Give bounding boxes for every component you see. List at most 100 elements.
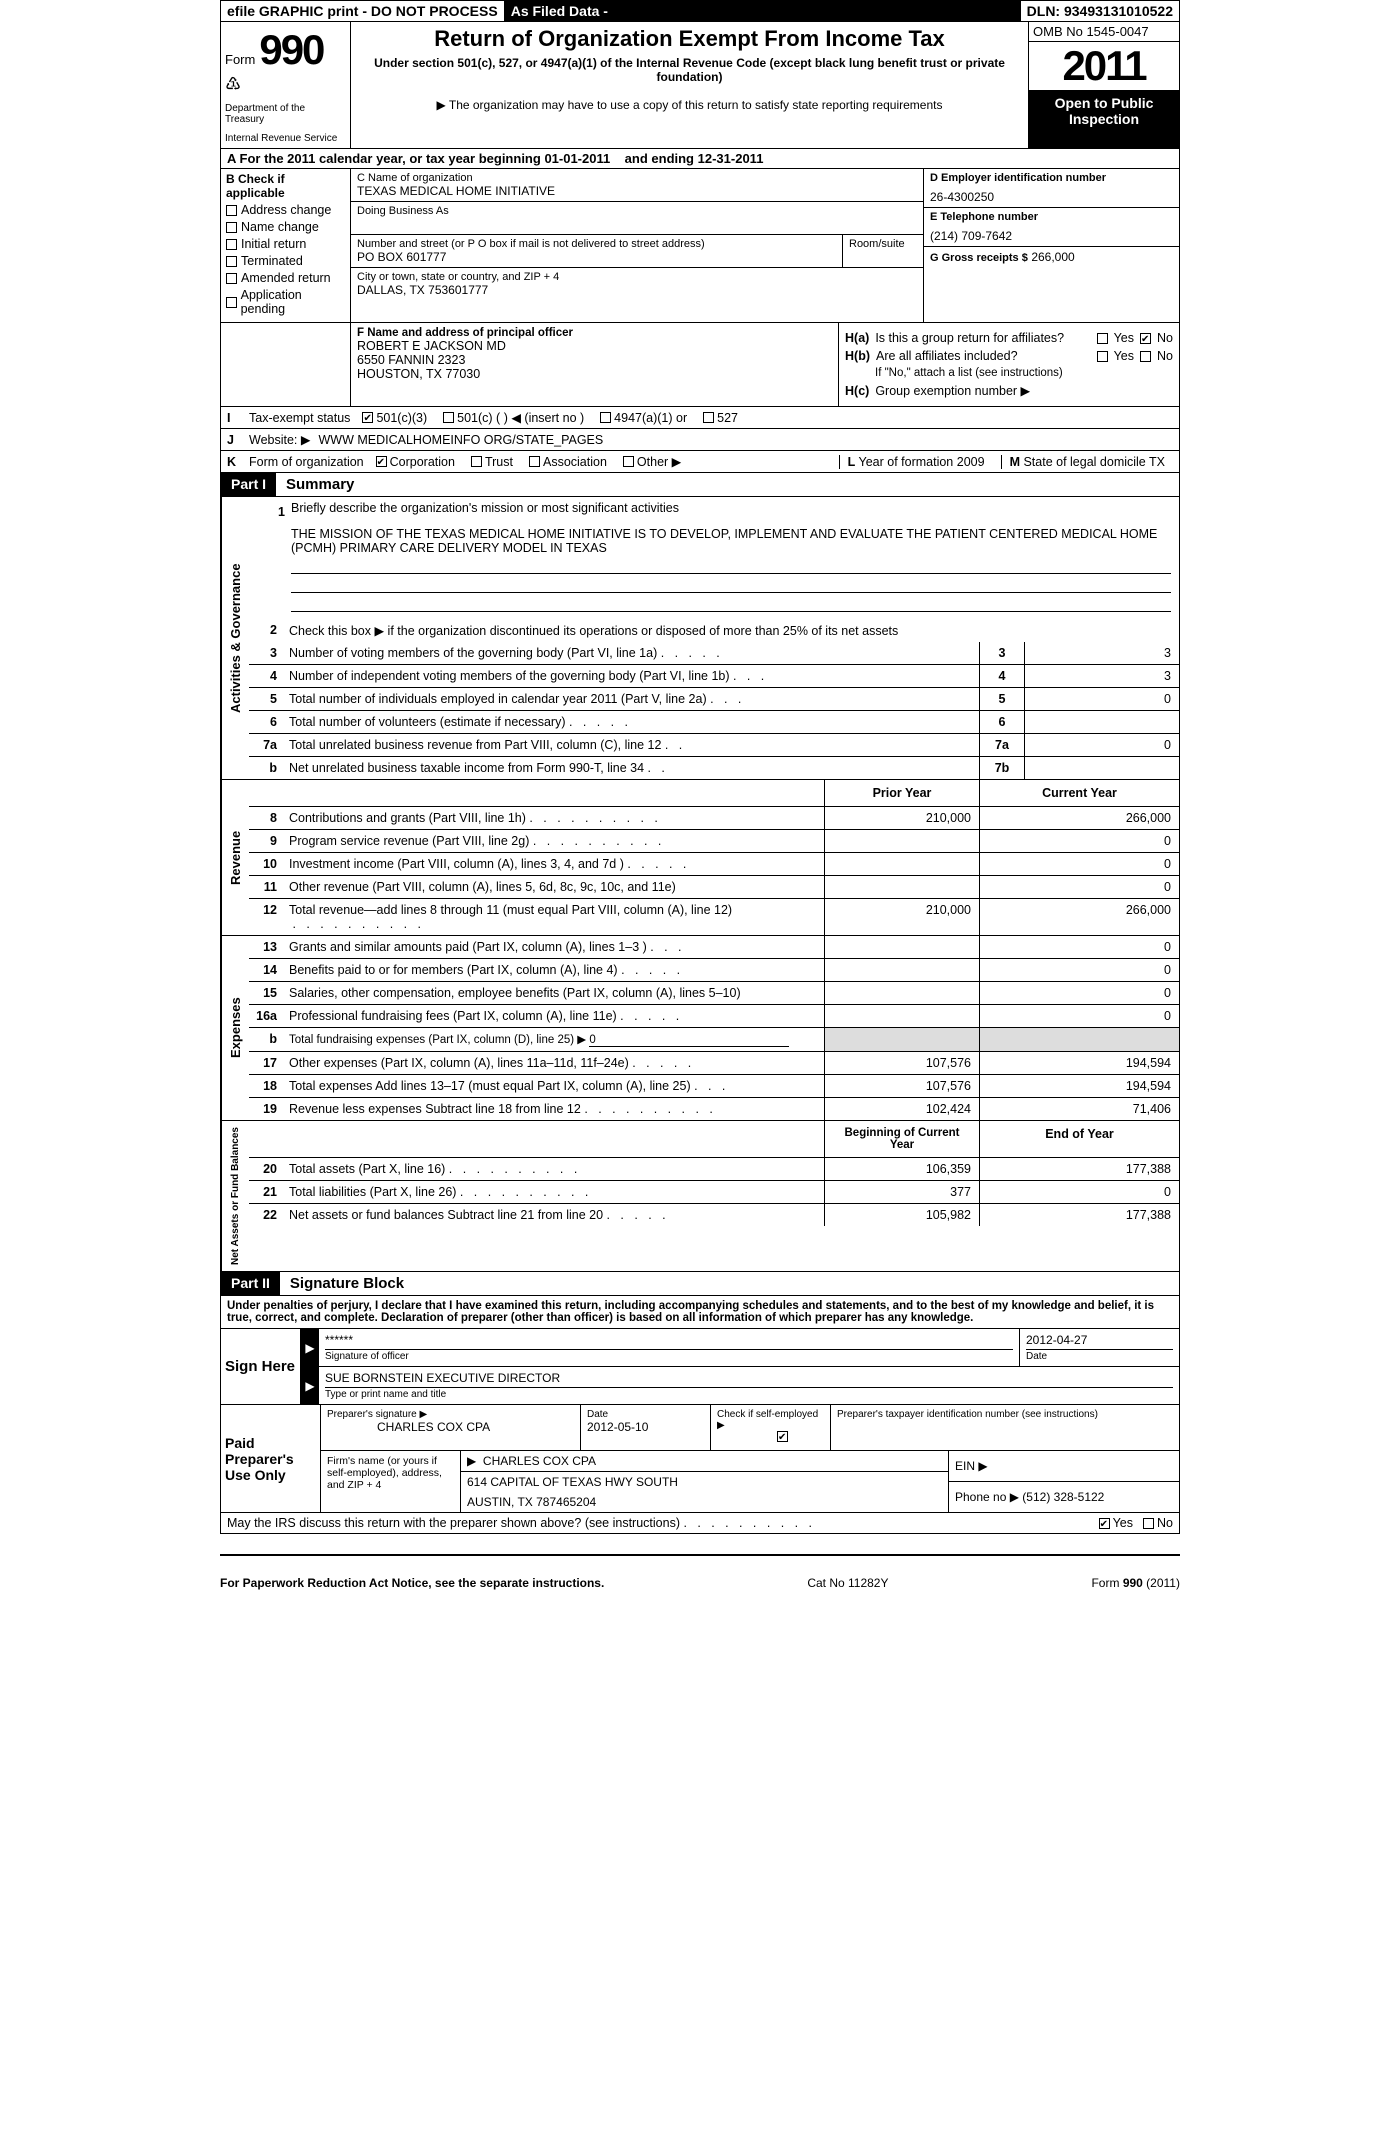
val-10-curr: 0 [979, 853, 1179, 875]
chk-name-change[interactable] [226, 222, 237, 233]
val-17-curr: 194,594 [979, 1052, 1179, 1074]
year-formation: 2009 [957, 455, 985, 469]
col-f: F Name and address of principal officer … [351, 323, 839, 406]
col-h: H(a) Is this a group return for affiliat… [839, 323, 1179, 406]
officer-name: ROBERT E JACKSON MD [357, 339, 832, 353]
col-current-year: Current Year [979, 780, 1179, 806]
form-header: Form 990 ♳ Department of the Treasury In… [220, 22, 1180, 149]
val-8-prior: 210,000 [824, 807, 979, 829]
chk-pending[interactable] [226, 297, 237, 308]
chk-initial-return[interactable] [226, 239, 237, 250]
form-word: Form [225, 52, 255, 67]
top-bar: efile GRAPHIC print - DO NOT PROCESS As … [220, 0, 1180, 22]
copy-notice: ▶ The organization may have to use a cop… [357, 98, 1022, 112]
chk-ha-no[interactable] [1140, 333, 1151, 344]
val-15-prior [824, 982, 979, 1004]
sig-date-label: Date [1026, 1349, 1173, 1362]
chk-assoc[interactable] [529, 456, 540, 467]
chk-501c[interactable] [443, 412, 454, 423]
col-d: D Employer identification number 26-4300… [924, 169, 1179, 322]
chk-527[interactable] [703, 412, 714, 423]
phone-label: E Telephone number [930, 211, 1173, 223]
firm-phone: (512) 328-5122 [1022, 1490, 1104, 1504]
vlabel-governance: Activities & Governance [221, 497, 249, 779]
footer-left: For Paperwork Reduction Act Notice, see … [220, 1576, 604, 1590]
fh-block: F Name and address of principal officer … [220, 323, 1180, 407]
chk-amended[interactable] [226, 273, 237, 284]
chk-corp[interactable] [376, 456, 387, 467]
signature-intro: Under penalties of perjury, I declare th… [220, 1296, 1180, 1329]
city-value: DALLAS, TX 753601777 [357, 283, 917, 297]
section-revenue: Revenue Prior Year Current Year 8 Contri… [220, 780, 1180, 936]
row-j: J Website: ▶ WWW MEDICALHOMEINFO ORG/STA… [220, 429, 1180, 451]
paid-preparer-label: Paid Preparer's Use Only [221, 1405, 321, 1512]
officer-print-name: SUE BORNSTEIN EXECUTIVE DIRECTOR [325, 1371, 1173, 1385]
discuss-row: May the IRS discuss this return with the… [220, 1513, 1180, 1534]
ein-label: D Employer identification number [930, 172, 1173, 184]
ein-value: 26-4300250 [930, 190, 1173, 204]
firm-name: CHARLES COX CPA [483, 1454, 596, 1468]
prep-date: 2012-05-10 [587, 1420, 704, 1434]
chk-terminated[interactable] [226, 256, 237, 267]
val-13-prior [824, 936, 979, 958]
row-i: I Tax-exempt status 501(c)(3) 501(c) ( )… [220, 407, 1180, 429]
val-11-curr: 0 [979, 876, 1179, 898]
omb-number: OMB No 1545-0047 [1029, 22, 1179, 42]
chk-discuss-yes[interactable] [1099, 1518, 1110, 1529]
addr-label: Number and street (or P O box if mail is… [357, 238, 836, 250]
prep-date-label: Date [587, 1409, 704, 1420]
val-6 [1024, 711, 1179, 733]
org-name: TEXAS MEDICAL HOME INITIATIVE [357, 184, 917, 198]
val-17-prior: 107,576 [824, 1052, 979, 1074]
line-2: Check this box ▶ if the organization dis… [283, 619, 1179, 642]
val-14-prior [824, 959, 979, 981]
prep-name: CHARLES COX CPA [327, 1420, 574, 1434]
val-8-curr: 266,000 [979, 807, 1179, 829]
chk-other[interactable] [623, 456, 634, 467]
section-expenses: Expenses 13 Grants and similar amounts p… [220, 936, 1180, 1121]
ptin-label: Preparer's taxpayer identification numbe… [837, 1409, 1173, 1420]
chk-hb-yes[interactable] [1097, 351, 1108, 362]
state-domicile: TX [1149, 455, 1165, 469]
part1-title: Summary [276, 473, 364, 496]
form-number: 990 [259, 26, 323, 74]
dba-label: Doing Business As [357, 205, 917, 217]
gross-value: 266,000 [1031, 250, 1074, 264]
phone-value: (214) 709-7642 [930, 229, 1173, 243]
as-filed-label: As Filed Data - [505, 1, 1021, 21]
mission-text: THE MISSION OF THE TEXAS MEDICAL HOME IN… [257, 527, 1171, 555]
chk-address-change[interactable] [226, 205, 237, 216]
chk-discuss-no[interactable] [1143, 1518, 1154, 1529]
col-blank [221, 323, 351, 406]
prep-self-label: Check if self-employed ▶ [717, 1409, 824, 1431]
part1-header: Part I Summary [220, 473, 1180, 497]
chk-ha-yes[interactable] [1097, 333, 1108, 344]
footer-mid: Cat No 11282Y [807, 1576, 888, 1590]
chk-self-employed[interactable] [777, 1431, 788, 1442]
val-19-prior: 102,424 [824, 1098, 979, 1120]
part2-title: Signature Block [280, 1272, 414, 1295]
chk-501c3[interactable] [362, 412, 373, 423]
paid-preparer-block: Paid Preparer's Use Only Preparer's sign… [220, 1405, 1180, 1513]
sign-here-block: Sign Here ▶ ****** Signature of officer … [220, 1329, 1180, 1405]
tax-year: 2011 [1029, 42, 1179, 91]
vlabel-expenses: Expenses [221, 936, 249, 1120]
val-19-curr: 71,406 [979, 1098, 1179, 1120]
arrow-icon: ▶ [301, 1329, 319, 1366]
dba-value [357, 217, 917, 231]
vlabel-net: Net Assets or Fund Balances [221, 1121, 249, 1271]
section-governance: Activities & Governance 1 Briefly descri… [220, 497, 1180, 780]
arrow-icon: ▶ [301, 1367, 319, 1404]
prep-sig-label: Preparer's signature ▶ [327, 1409, 574, 1420]
val-20-curr: 177,388 [979, 1158, 1179, 1180]
chk-hb-no[interactable] [1140, 351, 1151, 362]
officer-addr1: 6550 FANNIN 2323 [357, 353, 832, 367]
val-18-prior: 107,576 [824, 1075, 979, 1097]
val-4: 3 [1024, 665, 1179, 687]
chk-4947[interactable] [600, 412, 611, 423]
recycle-icon: ♳ [225, 74, 346, 95]
room-label: Room/suite [843, 235, 923, 267]
header-right: OMB No 1545-0047 2011 Open to Public Ins… [1029, 22, 1179, 148]
chk-trust[interactable] [471, 456, 482, 467]
officer-label: F Name and address of principal officer [357, 327, 832, 339]
